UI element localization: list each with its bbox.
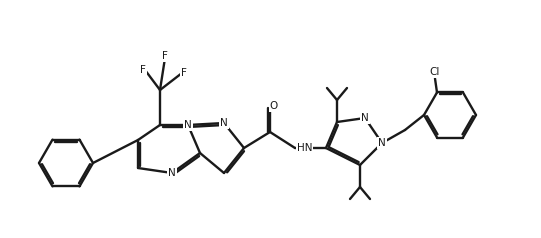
Text: N: N	[184, 120, 192, 130]
Text: HN: HN	[297, 143, 313, 153]
Text: N: N	[361, 113, 369, 123]
Text: F: F	[181, 68, 187, 78]
Text: Cl: Cl	[430, 68, 440, 78]
Text: N: N	[168, 168, 176, 178]
Text: N: N	[378, 138, 386, 148]
Text: O: O	[270, 101, 278, 111]
Text: N: N	[220, 118, 228, 128]
Text: F: F	[162, 51, 168, 61]
Text: F: F	[140, 65, 146, 75]
